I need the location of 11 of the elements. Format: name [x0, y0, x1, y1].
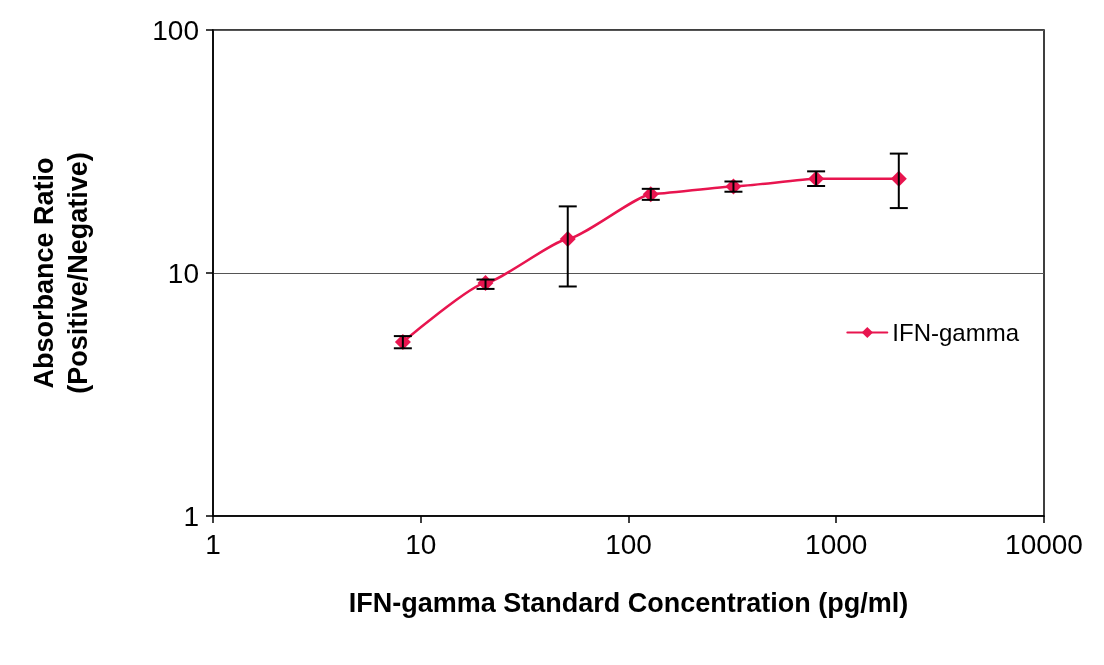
- x-tick-label: 1000: [805, 528, 868, 560]
- legend-label: IFN-gamma: [892, 319, 1020, 346]
- y-axis-title: Absorbance Ratio (Positive/Negative): [29, 152, 93, 394]
- y-tick-label: 100: [152, 14, 199, 46]
- x-axis-title: IFN-gamma Standard Concentration (pg/ml): [348, 588, 909, 618]
- x-tick-label: 10000: [1005, 528, 1083, 560]
- y-tick-label: 10: [167, 257, 199, 289]
- x-tick-label: 10: [405, 528, 437, 560]
- x-tick-label: 100: [605, 528, 652, 560]
- x-tick-label: 1: [205, 528, 221, 560]
- y-tick-label: 1: [183, 500, 199, 532]
